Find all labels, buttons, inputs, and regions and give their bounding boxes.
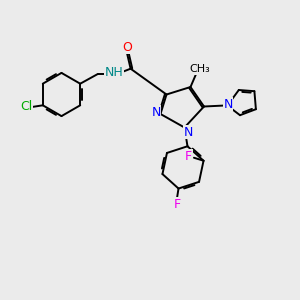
Text: Cl: Cl xyxy=(20,100,33,113)
Text: CH₃: CH₃ xyxy=(189,64,210,74)
Text: O: O xyxy=(122,40,132,54)
Text: F: F xyxy=(185,150,192,163)
Text: NH: NH xyxy=(104,66,123,80)
Text: F: F xyxy=(173,198,181,211)
Text: N: N xyxy=(151,106,161,119)
Text: N: N xyxy=(223,98,233,111)
Text: N: N xyxy=(183,125,193,139)
